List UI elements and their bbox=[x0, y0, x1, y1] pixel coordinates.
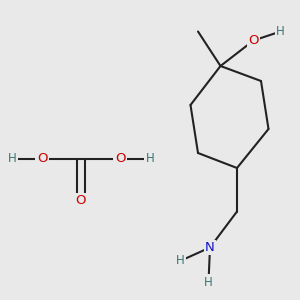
Text: O: O bbox=[115, 152, 125, 166]
Text: H: H bbox=[146, 152, 154, 166]
Text: O: O bbox=[76, 194, 86, 208]
Text: O: O bbox=[37, 152, 47, 166]
Text: O: O bbox=[248, 34, 259, 47]
Text: H: H bbox=[204, 275, 213, 289]
Text: H: H bbox=[276, 25, 285, 38]
Text: N: N bbox=[205, 241, 215, 254]
Text: H: H bbox=[176, 254, 184, 268]
Text: H: H bbox=[8, 152, 16, 166]
